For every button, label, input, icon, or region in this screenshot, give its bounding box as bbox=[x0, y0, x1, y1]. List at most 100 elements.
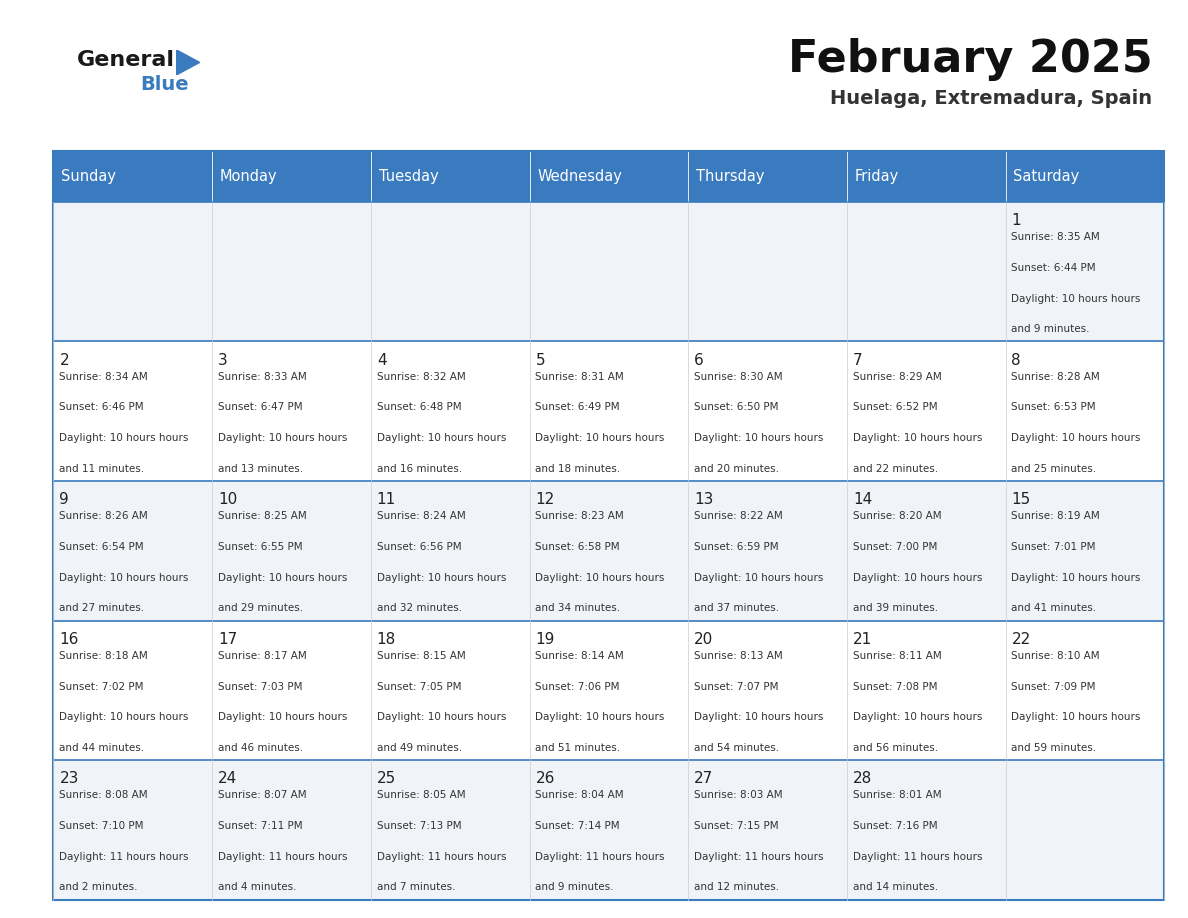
Text: 7: 7 bbox=[853, 353, 862, 367]
Text: and 14 minutes.: and 14 minutes. bbox=[853, 882, 939, 892]
Text: Sunrise: 8:35 AM: Sunrise: 8:35 AM bbox=[1011, 232, 1100, 242]
Text: Daylight: 10 hours hours: Daylight: 10 hours hours bbox=[377, 573, 506, 583]
Text: Sunset: 6:56 PM: Sunset: 6:56 PM bbox=[377, 542, 461, 552]
Text: Sunset: 7:03 PM: Sunset: 7:03 PM bbox=[219, 681, 303, 691]
Text: Sunset: 6:49 PM: Sunset: 6:49 PM bbox=[536, 402, 620, 412]
Text: Sunrise: 8:11 AM: Sunrise: 8:11 AM bbox=[853, 651, 942, 661]
Text: Daylight: 10 hours hours: Daylight: 10 hours hours bbox=[853, 573, 982, 583]
Text: Sunset: 7:10 PM: Sunset: 7:10 PM bbox=[59, 821, 144, 831]
Text: 5: 5 bbox=[536, 353, 545, 367]
Text: Sunset: 6:44 PM: Sunset: 6:44 PM bbox=[1011, 263, 1097, 273]
Text: Sunrise: 8:28 AM: Sunrise: 8:28 AM bbox=[1011, 372, 1100, 382]
Text: and 34 minutes.: and 34 minutes. bbox=[536, 603, 620, 613]
Text: Daylight: 10 hours hours: Daylight: 10 hours hours bbox=[219, 433, 347, 443]
Text: 14: 14 bbox=[853, 492, 872, 507]
Text: Sunrise: 8:08 AM: Sunrise: 8:08 AM bbox=[59, 790, 148, 800]
Text: Sunrise: 8:33 AM: Sunrise: 8:33 AM bbox=[219, 372, 307, 382]
Text: Daylight: 11 hours hours: Daylight: 11 hours hours bbox=[536, 852, 665, 862]
Text: Sunrise: 8:04 AM: Sunrise: 8:04 AM bbox=[536, 790, 624, 800]
Text: Wednesday: Wednesday bbox=[537, 169, 623, 185]
Text: Daylight: 11 hours hours: Daylight: 11 hours hours bbox=[219, 852, 348, 862]
Text: and 9 minutes.: and 9 minutes. bbox=[536, 882, 614, 892]
Text: Sunset: 6:48 PM: Sunset: 6:48 PM bbox=[377, 402, 461, 412]
Text: Sunrise: 8:34 AM: Sunrise: 8:34 AM bbox=[59, 372, 148, 382]
Text: 1: 1 bbox=[1011, 213, 1022, 228]
Text: 9: 9 bbox=[59, 492, 69, 507]
Text: and 22 minutes.: and 22 minutes. bbox=[853, 464, 939, 474]
Text: Sunset: 7:16 PM: Sunset: 7:16 PM bbox=[853, 821, 937, 831]
Text: Daylight: 10 hours hours: Daylight: 10 hours hours bbox=[377, 433, 506, 443]
Text: Tuesday: Tuesday bbox=[379, 169, 438, 185]
Text: Daylight: 10 hours hours: Daylight: 10 hours hours bbox=[536, 712, 665, 722]
Text: 28: 28 bbox=[853, 771, 872, 786]
Text: Sunset: 7:05 PM: Sunset: 7:05 PM bbox=[377, 681, 461, 691]
Text: Sunrise: 8:14 AM: Sunrise: 8:14 AM bbox=[536, 651, 624, 661]
Text: and 44 minutes.: and 44 minutes. bbox=[59, 743, 145, 753]
Text: and 11 minutes.: and 11 minutes. bbox=[59, 464, 145, 474]
Text: and 32 minutes.: and 32 minutes. bbox=[377, 603, 462, 613]
Text: Daylight: 10 hours hours: Daylight: 10 hours hours bbox=[1011, 712, 1140, 722]
Text: Sunset: 7:11 PM: Sunset: 7:11 PM bbox=[219, 821, 303, 831]
Text: 17: 17 bbox=[219, 632, 238, 646]
Text: Sunset: 6:53 PM: Sunset: 6:53 PM bbox=[1011, 402, 1097, 412]
Text: and 29 minutes.: and 29 minutes. bbox=[219, 603, 303, 613]
Text: Sunset: 7:07 PM: Sunset: 7:07 PM bbox=[694, 681, 778, 691]
Text: Sunset: 6:50 PM: Sunset: 6:50 PM bbox=[694, 402, 778, 412]
Text: Sunset: 7:09 PM: Sunset: 7:09 PM bbox=[1011, 681, 1097, 691]
Text: and 13 minutes.: and 13 minutes. bbox=[219, 464, 303, 474]
Text: and 16 minutes.: and 16 minutes. bbox=[377, 464, 462, 474]
Text: Daylight: 10 hours hours: Daylight: 10 hours hours bbox=[59, 573, 189, 583]
Text: 8: 8 bbox=[1011, 353, 1022, 367]
Text: and 2 minutes.: and 2 minutes. bbox=[59, 882, 138, 892]
Text: 21: 21 bbox=[853, 632, 872, 646]
Text: Sunrise: 8:29 AM: Sunrise: 8:29 AM bbox=[853, 372, 942, 382]
Text: Blue: Blue bbox=[140, 75, 189, 94]
Text: Daylight: 10 hours hours: Daylight: 10 hours hours bbox=[853, 712, 982, 722]
Text: February 2025: February 2025 bbox=[788, 39, 1152, 81]
Text: 13: 13 bbox=[694, 492, 714, 507]
Text: Sunset: 6:58 PM: Sunset: 6:58 PM bbox=[536, 542, 620, 552]
Text: 12: 12 bbox=[536, 492, 555, 507]
Text: 25: 25 bbox=[377, 771, 396, 786]
Text: 22: 22 bbox=[1011, 632, 1031, 646]
Text: Sunrise: 8:25 AM: Sunrise: 8:25 AM bbox=[219, 511, 307, 521]
Text: Sunrise: 8:30 AM: Sunrise: 8:30 AM bbox=[694, 372, 783, 382]
Text: Sunset: 7:08 PM: Sunset: 7:08 PM bbox=[853, 681, 937, 691]
Text: Daylight: 11 hours hours: Daylight: 11 hours hours bbox=[59, 852, 189, 862]
Text: Sunset: 6:52 PM: Sunset: 6:52 PM bbox=[853, 402, 937, 412]
Text: Daylight: 10 hours hours: Daylight: 10 hours hours bbox=[59, 433, 189, 443]
Text: 15: 15 bbox=[1011, 492, 1031, 507]
Text: Daylight: 11 hours hours: Daylight: 11 hours hours bbox=[377, 852, 506, 862]
Text: 16: 16 bbox=[59, 632, 78, 646]
Text: and 46 minutes.: and 46 minutes. bbox=[219, 743, 303, 753]
Text: Sunrise: 8:01 AM: Sunrise: 8:01 AM bbox=[853, 790, 941, 800]
Text: and 20 minutes.: and 20 minutes. bbox=[694, 464, 779, 474]
Text: Sunrise: 8:05 AM: Sunrise: 8:05 AM bbox=[377, 790, 466, 800]
Text: and 54 minutes.: and 54 minutes. bbox=[694, 743, 779, 753]
Text: Sunrise: 8:13 AM: Sunrise: 8:13 AM bbox=[694, 651, 783, 661]
Text: Daylight: 10 hours hours: Daylight: 10 hours hours bbox=[219, 573, 347, 583]
Text: Daylight: 10 hours hours: Daylight: 10 hours hours bbox=[694, 573, 823, 583]
Text: and 41 minutes.: and 41 minutes. bbox=[1011, 603, 1097, 613]
Text: 26: 26 bbox=[536, 771, 555, 786]
Text: and 39 minutes.: and 39 minutes. bbox=[853, 603, 939, 613]
Text: Sunrise: 8:24 AM: Sunrise: 8:24 AM bbox=[377, 511, 466, 521]
Text: Saturday: Saturday bbox=[1013, 169, 1080, 185]
Text: Sunset: 6:47 PM: Sunset: 6:47 PM bbox=[219, 402, 303, 412]
Text: Daylight: 11 hours hours: Daylight: 11 hours hours bbox=[694, 852, 823, 862]
Text: and 49 minutes.: and 49 minutes. bbox=[377, 743, 462, 753]
Text: Sunrise: 8:18 AM: Sunrise: 8:18 AM bbox=[59, 651, 148, 661]
Text: and 37 minutes.: and 37 minutes. bbox=[694, 603, 779, 613]
Text: 4: 4 bbox=[377, 353, 386, 367]
Text: Monday: Monday bbox=[220, 169, 278, 185]
Text: Daylight: 10 hours hours: Daylight: 10 hours hours bbox=[219, 712, 347, 722]
Text: Daylight: 10 hours hours: Daylight: 10 hours hours bbox=[1011, 573, 1140, 583]
Text: Friday: Friday bbox=[855, 169, 899, 185]
Text: Daylight: 11 hours hours: Daylight: 11 hours hours bbox=[853, 852, 982, 862]
Text: Sunset: 6:55 PM: Sunset: 6:55 PM bbox=[219, 542, 303, 552]
Text: Sunrise: 8:03 AM: Sunrise: 8:03 AM bbox=[694, 790, 783, 800]
Text: Sunset: 7:15 PM: Sunset: 7:15 PM bbox=[694, 821, 779, 831]
Text: and 56 minutes.: and 56 minutes. bbox=[853, 743, 939, 753]
Text: and 27 minutes.: and 27 minutes. bbox=[59, 603, 145, 613]
Text: and 9 minutes.: and 9 minutes. bbox=[1011, 324, 1091, 334]
